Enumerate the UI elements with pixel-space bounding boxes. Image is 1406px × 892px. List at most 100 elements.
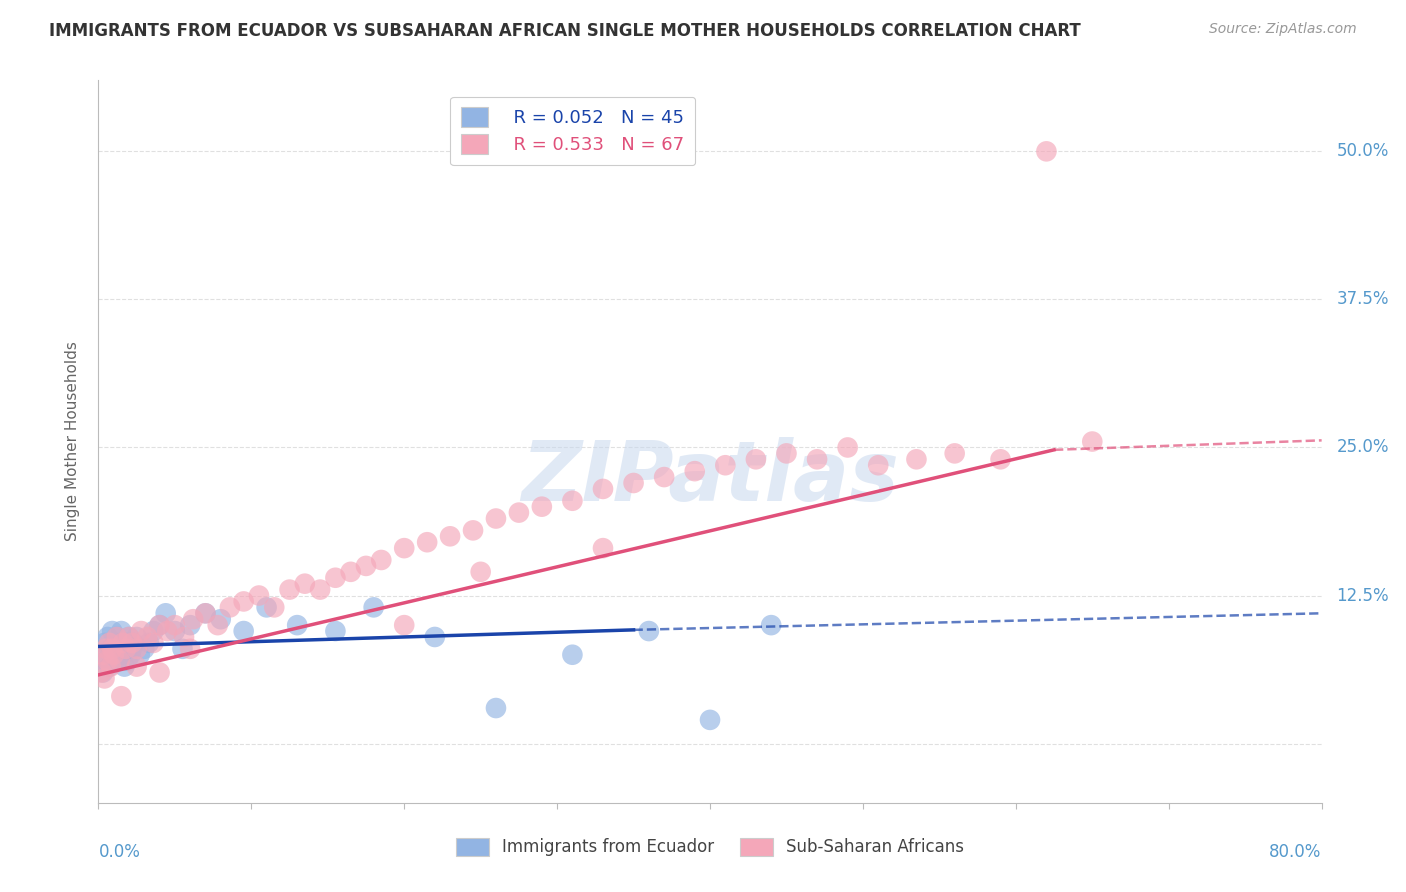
- Point: [745, 452, 768, 467]
- Point: [423, 630, 446, 644]
- Point: [112, 659, 135, 673]
- Point: [111, 648, 134, 662]
- Point: [714, 458, 737, 473]
- Point: [155, 607, 177, 621]
- Point: [98, 636, 121, 650]
- Point: [194, 607, 217, 621]
- Point: [97, 630, 120, 644]
- Point: [118, 630, 141, 644]
- Point: [699, 713, 721, 727]
- Point: [285, 618, 308, 632]
- Point: [207, 618, 229, 632]
- Point: [100, 641, 122, 656]
- Point: [156, 624, 179, 638]
- Point: [247, 589, 270, 603]
- Point: [117, 654, 139, 668]
- Point: [101, 641, 124, 656]
- Point: [392, 541, 416, 556]
- Point: [363, 600, 385, 615]
- Text: 37.5%: 37.5%: [1336, 291, 1389, 309]
- Point: [108, 654, 131, 668]
- Point: [179, 641, 201, 656]
- Point: [530, 500, 553, 514]
- Point: [103, 648, 125, 662]
- Point: [149, 618, 172, 632]
- Point: [416, 535, 439, 549]
- Point: [508, 506, 530, 520]
- Point: [325, 624, 347, 638]
- Point: [1035, 145, 1057, 159]
- Point: [339, 565, 361, 579]
- Point: [623, 475, 645, 490]
- Point: [101, 624, 124, 638]
- Text: 50.0%: 50.0%: [1336, 143, 1389, 161]
- Point: [163, 624, 186, 638]
- Point: [134, 641, 156, 656]
- Point: [115, 641, 138, 656]
- Point: [122, 636, 145, 650]
- Point: [138, 636, 160, 650]
- Point: [93, 672, 115, 686]
- Point: [370, 553, 392, 567]
- Point: [179, 618, 201, 632]
- Point: [232, 594, 254, 608]
- Point: [110, 689, 132, 703]
- Point: [194, 607, 217, 621]
- Point: [439, 529, 461, 543]
- Point: [97, 654, 120, 668]
- Point: [219, 600, 242, 615]
- Point: [294, 576, 316, 591]
- Point: [354, 558, 377, 573]
- Point: [108, 641, 131, 656]
- Text: 0.0%: 0.0%: [98, 843, 141, 861]
- Point: [683, 464, 706, 478]
- Point: [125, 641, 148, 656]
- Text: 25.0%: 25.0%: [1336, 439, 1389, 457]
- Point: [637, 624, 661, 638]
- Point: [149, 665, 172, 680]
- Point: [232, 624, 254, 638]
- Point: [759, 618, 782, 632]
- Point: [172, 641, 194, 656]
- Point: [107, 654, 129, 668]
- Point: [309, 582, 332, 597]
- Text: 12.5%: 12.5%: [1336, 587, 1389, 605]
- Point: [868, 458, 890, 473]
- Point: [129, 624, 152, 638]
- Point: [1081, 434, 1104, 449]
- Point: [93, 636, 115, 650]
- Point: [392, 618, 416, 632]
- Point: [98, 659, 121, 673]
- Point: [91, 665, 114, 680]
- Point: [561, 648, 583, 662]
- Point: [90, 648, 112, 662]
- Point: [105, 630, 128, 644]
- Point: [120, 648, 142, 662]
- Point: [181, 612, 204, 626]
- Point: [115, 636, 138, 650]
- Point: [136, 630, 159, 644]
- Point: [173, 630, 195, 644]
- Point: [905, 452, 928, 467]
- Point: [209, 612, 232, 626]
- Point: [118, 630, 141, 644]
- Point: [149, 618, 172, 632]
- Text: 80.0%: 80.0%: [1270, 843, 1322, 861]
- Point: [111, 636, 134, 650]
- Point: [125, 659, 148, 673]
- Point: [128, 648, 150, 662]
- Point: [94, 654, 117, 668]
- Point: [256, 600, 278, 615]
- Point: [592, 541, 614, 556]
- Point: [121, 641, 143, 656]
- Point: [121, 636, 143, 650]
- Legend: Immigrants from Ecuador, Sub-Saharan Africans: Immigrants from Ecuador, Sub-Saharan Afr…: [449, 831, 972, 863]
- Point: [837, 441, 859, 455]
- Point: [485, 701, 508, 715]
- Point: [990, 452, 1012, 467]
- Text: IMMIGRANTS FROM ECUADOR VS SUBSAHARAN AFRICAN SINGLE MOTHER HOUSEHOLDS CORRELATI: IMMIGRANTS FROM ECUADOR VS SUBSAHARAN AF…: [49, 22, 1081, 40]
- Point: [485, 511, 508, 525]
- Point: [91, 648, 114, 662]
- Point: [142, 636, 165, 650]
- Point: [806, 452, 828, 467]
